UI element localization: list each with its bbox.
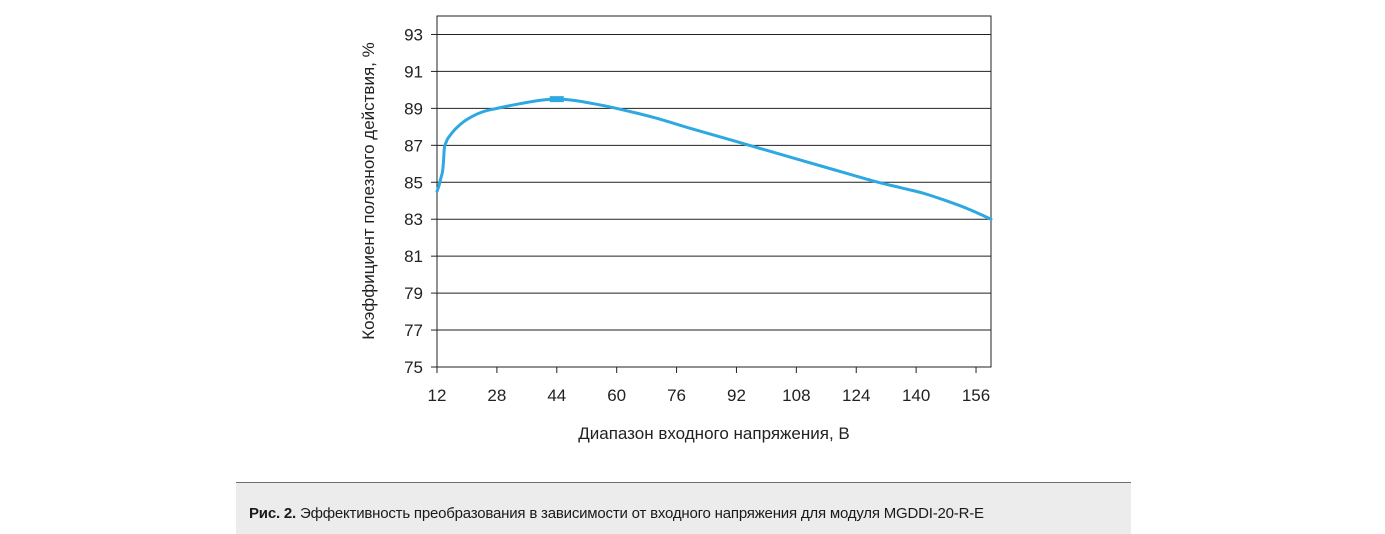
- grid-lines: [437, 33, 991, 331]
- x-tick-label: 76: [667, 386, 686, 405]
- y-tick-label: 87: [404, 136, 423, 155]
- efficiency-line: [435, 97, 993, 221]
- x-axis-label: Диапазон входного напряжения, В: [578, 424, 850, 443]
- y-axis-label: Коэффициент полезного действия, %: [359, 42, 378, 339]
- x-tick-label: 44: [547, 386, 566, 405]
- x-tick-label: 92: [727, 386, 746, 405]
- x-tick-label: 140: [902, 386, 930, 405]
- x-tick-label: 156: [962, 386, 990, 405]
- y-tick-label: 75: [404, 358, 423, 377]
- y-tick-label: 77: [404, 321, 423, 340]
- x-tick-label: 12: [428, 386, 447, 405]
- y-tick-label: 89: [404, 99, 423, 118]
- y-tick-label: 81: [404, 247, 423, 266]
- x-tick-label: 124: [842, 386, 870, 405]
- peak-marker: [549, 96, 564, 103]
- y-tick-labels: 75 77 79 81 83 85 87 89 91 93: [404, 25, 437, 377]
- x-tick-label: 60: [607, 386, 626, 405]
- y-tick-label: 93: [404, 25, 423, 44]
- y-tick-label: 85: [404, 173, 423, 192]
- y-tick-label: 91: [404, 62, 423, 81]
- figure-caption: Рис. 2. Эффективность преобразования в з…: [249, 505, 984, 522]
- y-tick-label: 79: [404, 284, 423, 303]
- x-tick-label: 28: [487, 386, 506, 405]
- figure-caption-text: Эффективность преобразования в зависимос…: [296, 505, 984, 522]
- figure-caption-label: Рис. 2.: [249, 505, 297, 522]
- y-tick-label: 83: [404, 210, 423, 229]
- figure-caption-box: Рис. 2. Эффективность преобразования в з…: [236, 482, 1131, 534]
- x-tick-label: 108: [782, 386, 810, 405]
- plot-frame: [436, 15, 992, 368]
- x-tick-labels: 12 28 44 60 76 92 108 124 140 156: [428, 367, 990, 405]
